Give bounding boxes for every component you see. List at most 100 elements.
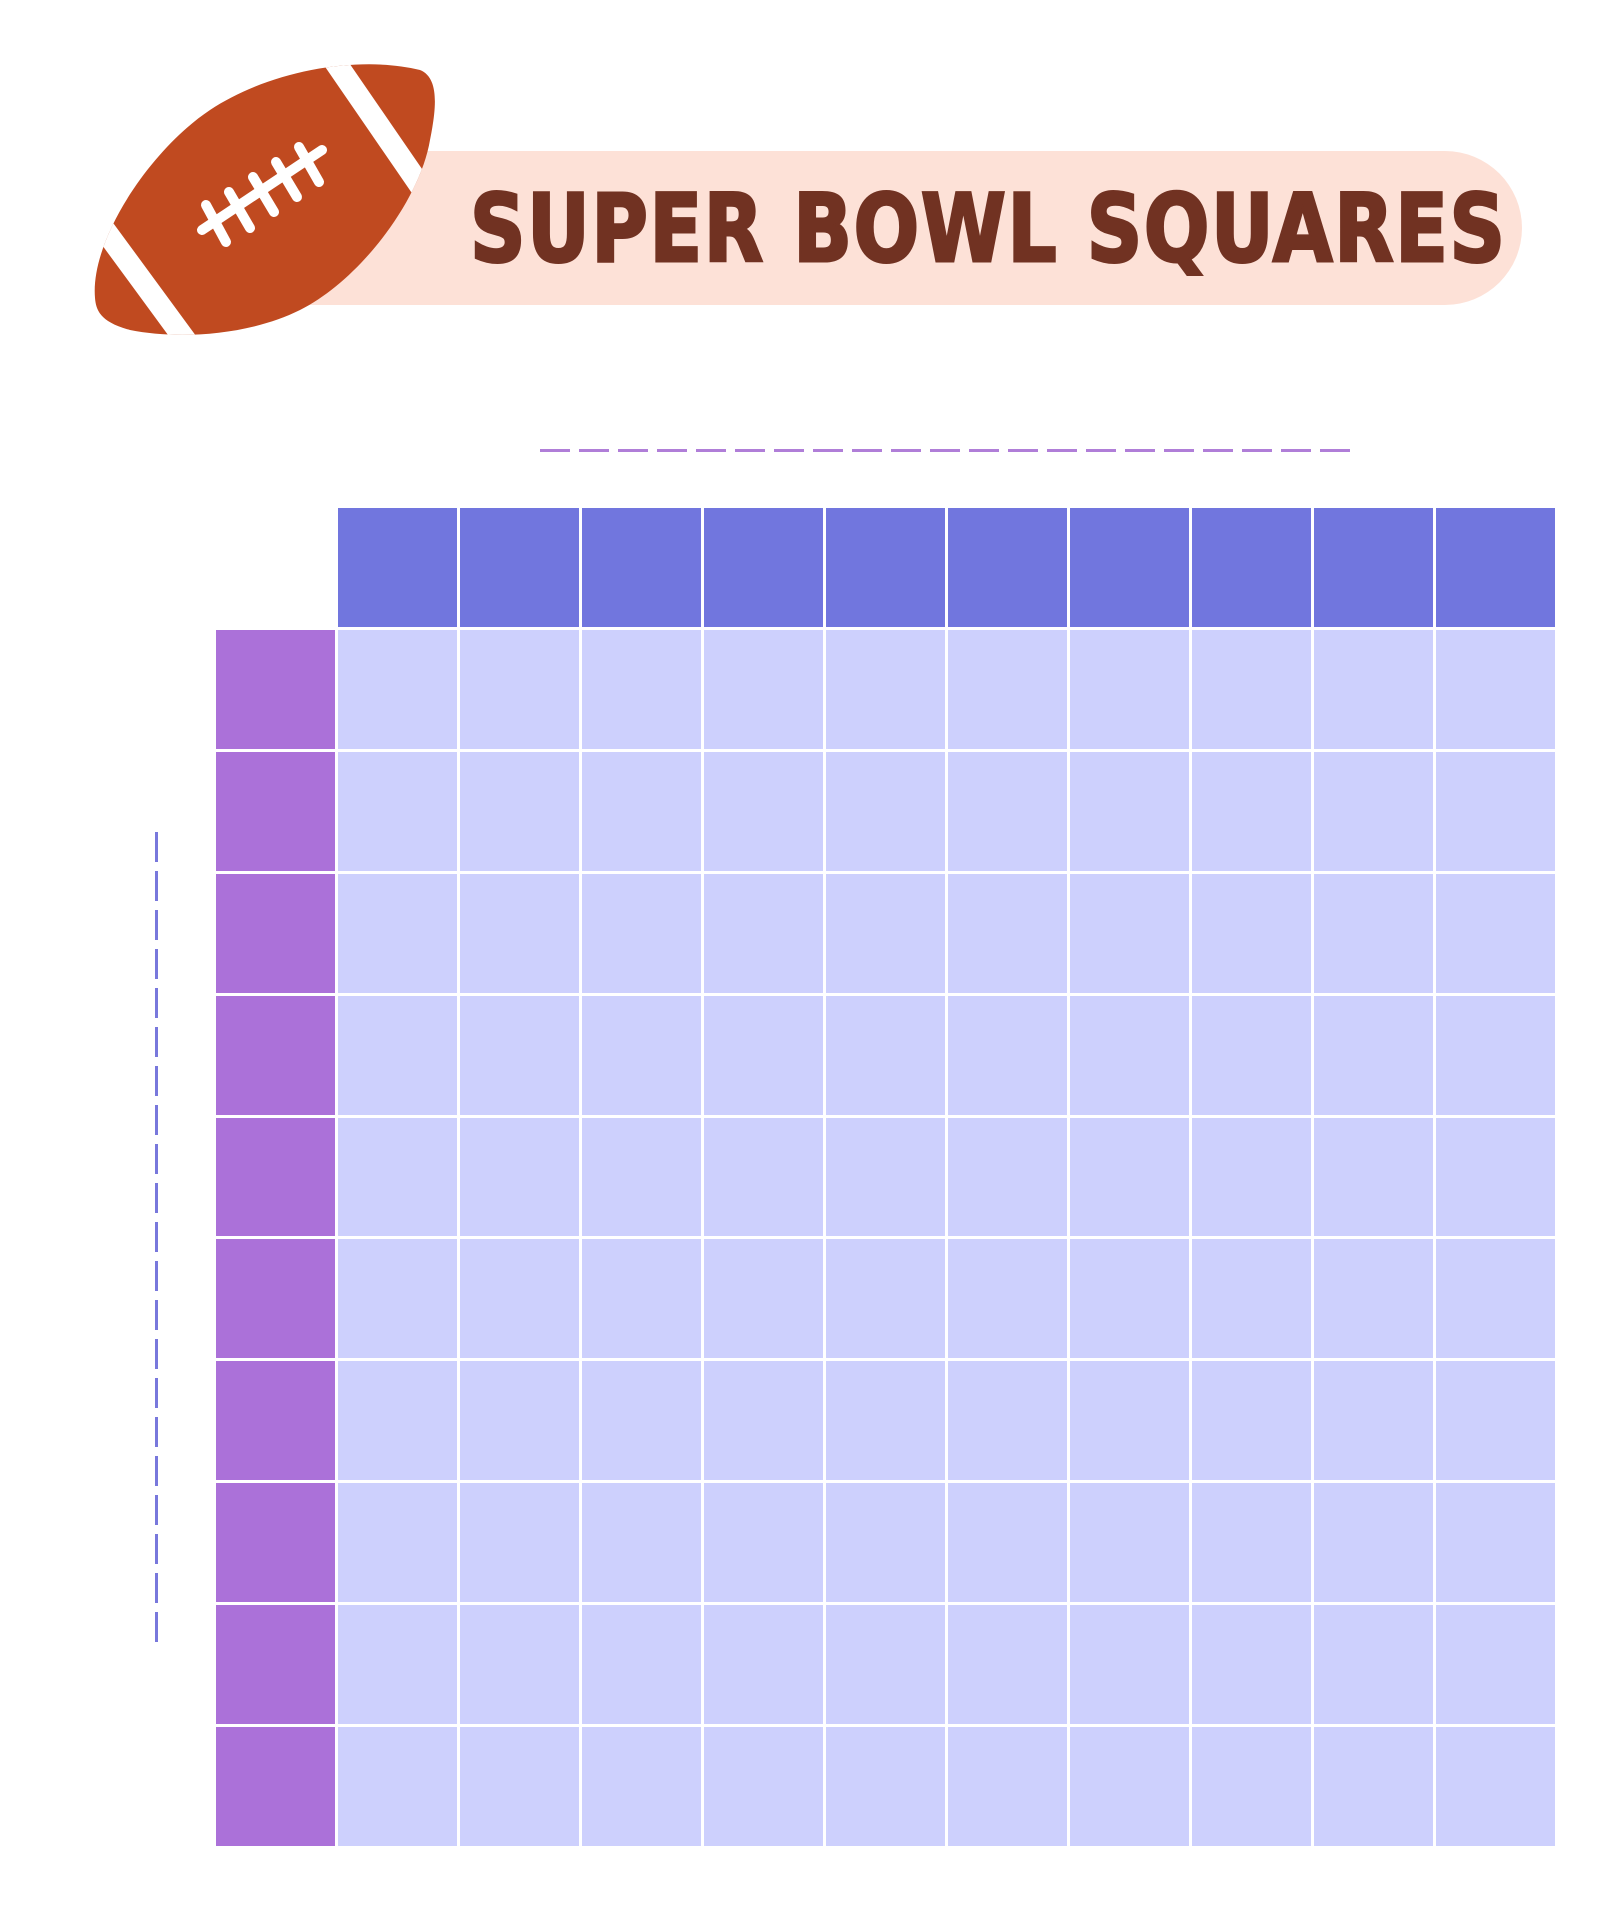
grid-square[interactable]	[1070, 873, 1189, 993]
grid-square[interactable]	[338, 629, 457, 749]
grid-square[interactable]	[948, 751, 1067, 871]
grid-square[interactable]	[1314, 1605, 1433, 1725]
grid-square[interactable]	[1436, 1605, 1555, 1725]
row-header-cell[interactable]	[216, 1727, 335, 1846]
grid-square[interactable]	[1070, 629, 1189, 749]
grid-square[interactable]	[1436, 1361, 1555, 1481]
grid-square[interactable]	[704, 1605, 823, 1725]
column-header-cell[interactable]	[338, 508, 457, 627]
grid-square[interactable]	[704, 1239, 823, 1359]
grid-square[interactable]	[1070, 1727, 1189, 1846]
grid-square[interactable]	[704, 751, 823, 871]
grid-square[interactable]	[948, 1361, 1067, 1481]
grid-square[interactable]	[460, 629, 579, 749]
grid-square[interactable]	[1314, 1117, 1433, 1237]
grid-square[interactable]	[1436, 1239, 1555, 1359]
grid-square[interactable]	[1070, 1117, 1189, 1237]
grid-square[interactable]	[948, 995, 1067, 1115]
grid-square[interactable]	[460, 995, 579, 1115]
column-header-cell[interactable]	[1070, 508, 1189, 627]
left-team-name-line[interactable]	[155, 832, 158, 1645]
grid-square[interactable]	[460, 1239, 579, 1359]
grid-square[interactable]	[1436, 1483, 1555, 1603]
column-header-cell[interactable]	[1314, 508, 1433, 627]
grid-square[interactable]	[582, 1239, 701, 1359]
column-header-cell[interactable]	[704, 508, 823, 627]
grid-square[interactable]	[826, 751, 945, 871]
grid-square[interactable]	[582, 751, 701, 871]
grid-square[interactable]	[1314, 995, 1433, 1115]
grid-square[interactable]	[1314, 1361, 1433, 1481]
grid-square[interactable]	[460, 873, 579, 993]
grid-square[interactable]	[826, 1117, 945, 1237]
grid-square[interactable]	[704, 1483, 823, 1603]
grid-square[interactable]	[582, 1361, 701, 1481]
grid-square[interactable]	[826, 1239, 945, 1359]
grid-square[interactable]	[948, 1483, 1067, 1603]
grid-square[interactable]	[704, 995, 823, 1115]
grid-square[interactable]	[1192, 1605, 1311, 1725]
row-header-cell[interactable]	[216, 1483, 335, 1603]
grid-square[interactable]	[338, 751, 457, 871]
grid-square[interactable]	[582, 995, 701, 1115]
grid-square[interactable]	[1436, 873, 1555, 993]
grid-square[interactable]	[582, 1727, 701, 1846]
column-header-cell[interactable]	[1192, 508, 1311, 627]
grid-square[interactable]	[460, 1117, 579, 1237]
grid-square[interactable]	[948, 1239, 1067, 1359]
grid-square[interactable]	[338, 873, 457, 993]
row-header-cell[interactable]	[216, 1117, 335, 1237]
grid-square[interactable]	[338, 1117, 457, 1237]
grid-square[interactable]	[948, 1727, 1067, 1846]
grid-square[interactable]	[826, 629, 945, 749]
grid-square[interactable]	[1070, 751, 1189, 871]
grid-square[interactable]	[1192, 1239, 1311, 1359]
grid-square[interactable]	[1192, 629, 1311, 749]
grid-square[interactable]	[1192, 1361, 1311, 1481]
grid-square[interactable]	[338, 1239, 457, 1359]
grid-square[interactable]	[1436, 1117, 1555, 1237]
grid-square[interactable]	[1070, 1361, 1189, 1481]
grid-square[interactable]	[704, 873, 823, 993]
grid-square[interactable]	[338, 1483, 457, 1603]
row-header-cell[interactable]	[216, 1239, 335, 1359]
grid-square[interactable]	[1314, 629, 1433, 749]
grid-square[interactable]	[1314, 1483, 1433, 1603]
row-header-cell[interactable]	[216, 995, 335, 1115]
grid-square[interactable]	[1192, 1117, 1311, 1237]
top-team-name-line[interactable]	[540, 449, 1354, 452]
grid-square[interactable]	[582, 1117, 701, 1237]
grid-square[interactable]	[1436, 1727, 1555, 1846]
column-header-cell[interactable]	[1436, 508, 1555, 627]
grid-square[interactable]	[704, 1727, 823, 1846]
grid-square[interactable]	[460, 1727, 579, 1846]
grid-square[interactable]	[1070, 995, 1189, 1115]
grid-square[interactable]	[948, 629, 1067, 749]
grid-square[interactable]	[338, 1727, 457, 1846]
grid-square[interactable]	[826, 1605, 945, 1725]
row-header-cell[interactable]	[216, 629, 335, 749]
grid-square[interactable]	[1070, 1239, 1189, 1359]
grid-square[interactable]	[1070, 1605, 1189, 1725]
grid-square[interactable]	[1436, 751, 1555, 871]
grid-square[interactable]	[460, 1361, 579, 1481]
grid-square[interactable]	[582, 629, 701, 749]
grid-square[interactable]	[1314, 1239, 1433, 1359]
column-header-cell[interactable]	[948, 508, 1067, 627]
grid-square[interactable]	[338, 1361, 457, 1481]
grid-square[interactable]	[948, 873, 1067, 993]
grid-square[interactable]	[826, 1483, 945, 1603]
row-header-cell[interactable]	[216, 873, 335, 993]
grid-square[interactable]	[704, 1361, 823, 1481]
grid-square[interactable]	[582, 1483, 701, 1603]
row-header-cell[interactable]	[216, 751, 335, 871]
grid-square[interactable]	[704, 629, 823, 749]
grid-square[interactable]	[1192, 1483, 1311, 1603]
grid-square[interactable]	[582, 873, 701, 993]
grid-square[interactable]	[1070, 1483, 1189, 1603]
grid-square[interactable]	[460, 1605, 579, 1725]
grid-square[interactable]	[582, 1605, 701, 1725]
grid-square[interactable]	[826, 995, 945, 1115]
grid-square[interactable]	[1314, 751, 1433, 871]
grid-square[interactable]	[338, 995, 457, 1115]
